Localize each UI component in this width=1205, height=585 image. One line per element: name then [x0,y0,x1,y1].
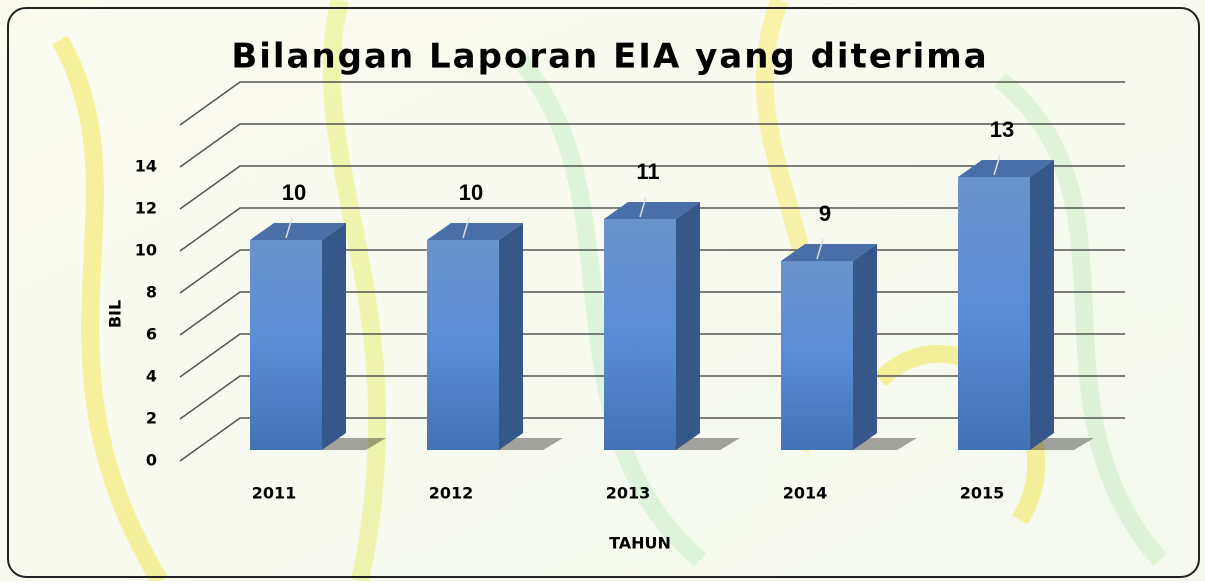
chart-title: Bilangan Laporan EIA yang diterima [231,37,988,77]
y-axis-title: BIL [106,300,125,328]
leader-line [285,217,293,239]
data-label: 13 [990,117,1014,142]
y-tick-label: 12 [135,199,157,218]
data-label: 10 [282,180,306,205]
grid-line [179,207,1125,252]
y-tick-label: 0 [146,451,157,470]
x-tick-label: 2012 [429,484,474,503]
plot-area: 0 2 4 6 8 10 12 14 2011 10 2012 10 2013 11 2014 9 2015 13 [135,81,1125,503]
y-tick-label: 6 [146,325,157,344]
bar-side [1030,160,1054,450]
bar-side [499,223,523,450]
x-tick-label: 2015 [960,484,1005,503]
bar [250,240,322,450]
bar [781,261,853,450]
leader-line [993,154,1001,176]
bar-top [604,202,700,219]
x-tick-label: 2013 [606,484,651,503]
bar-side [322,223,346,450]
bar-side [853,244,877,450]
x-tick-label: 2014 [783,484,828,503]
bar-top [958,160,1054,177]
grid-line [179,81,1125,126]
frame [7,7,1200,578]
leader-line [816,238,824,260]
y-tick-label: 10 [135,241,157,260]
y-tick-label: 2 [146,409,157,428]
bar-top [250,223,346,240]
grid-line [179,123,1125,168]
leader-line [639,196,647,218]
bar [604,219,676,450]
grid-line [179,165,1125,210]
leader-line [462,217,470,239]
bar-top [427,223,523,240]
x-tick-label: 2011 [252,484,297,503]
x-axis-title: TAHUN [609,534,671,553]
y-tick-label: 4 [146,367,157,386]
data-label: 9 [819,201,831,226]
data-label: 10 [459,180,483,205]
bar [958,177,1030,450]
y-tick-label: 8 [146,283,157,302]
data-label: 11 [636,159,659,184]
bar [427,240,499,450]
y-tick-label: 14 [135,157,157,176]
bar-top [781,244,877,261]
bar-side [676,202,700,450]
